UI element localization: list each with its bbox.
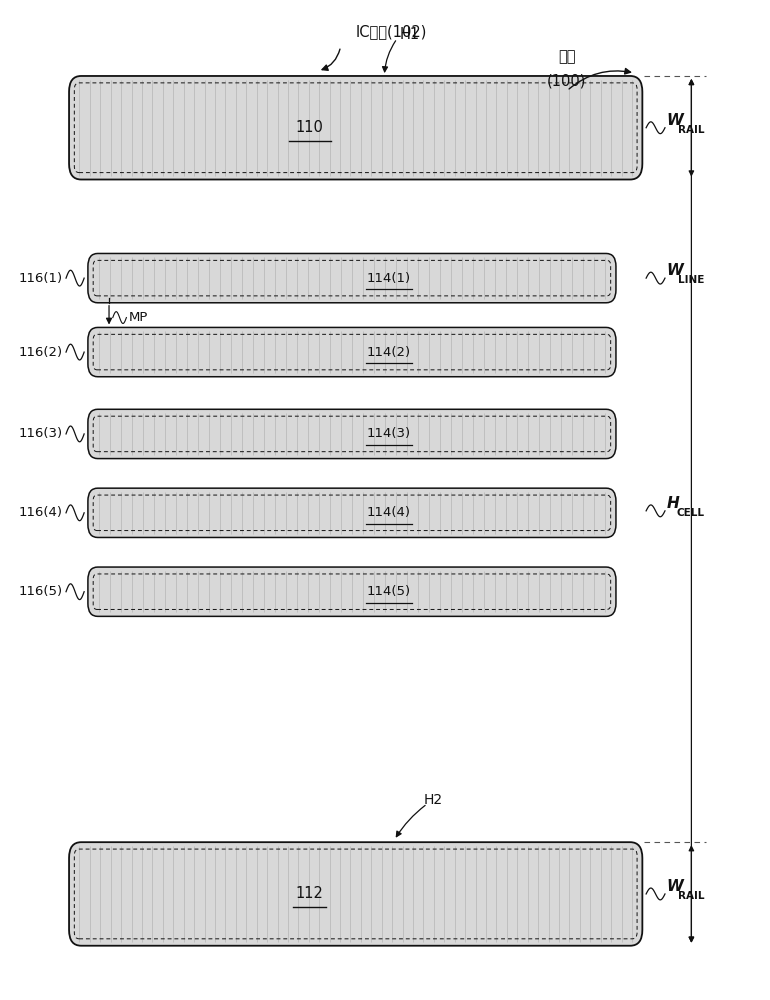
FancyBboxPatch shape	[88, 567, 616, 616]
Text: 布局: 布局	[558, 49, 576, 64]
FancyBboxPatch shape	[88, 253, 616, 303]
FancyBboxPatch shape	[88, 488, 616, 537]
Text: H2: H2	[424, 793, 443, 807]
Text: 110: 110	[296, 120, 323, 135]
Text: 112: 112	[296, 886, 323, 901]
Text: (100): (100)	[547, 73, 587, 88]
Text: CELL: CELL	[676, 508, 705, 518]
Text: W: W	[667, 263, 683, 278]
FancyBboxPatch shape	[88, 327, 616, 377]
Text: MP: MP	[129, 311, 148, 324]
Text: W: W	[667, 113, 683, 128]
FancyBboxPatch shape	[88, 409, 616, 459]
FancyBboxPatch shape	[69, 76, 642, 180]
Text: 116(3): 116(3)	[18, 427, 62, 440]
Text: 114(1): 114(1)	[367, 272, 411, 285]
Text: 114(3): 114(3)	[367, 427, 411, 440]
Text: RAIL: RAIL	[678, 125, 705, 135]
Text: 116(5): 116(5)	[18, 585, 62, 598]
Text: 114(4): 114(4)	[367, 506, 411, 519]
Text: 114(5): 114(5)	[367, 585, 411, 598]
Text: 116(1): 116(1)	[18, 272, 62, 285]
Text: 114(2): 114(2)	[367, 346, 411, 359]
Text: W: W	[667, 879, 683, 894]
Text: 116(2): 116(2)	[18, 346, 62, 359]
Text: RAIL: RAIL	[678, 891, 705, 901]
Text: LINE: LINE	[678, 275, 705, 285]
Text: H1: H1	[400, 27, 420, 42]
Text: IC单元(102): IC单元(102)	[356, 24, 427, 39]
FancyBboxPatch shape	[69, 842, 642, 946]
Text: H: H	[667, 496, 679, 511]
Text: 116(4): 116(4)	[18, 506, 62, 519]
